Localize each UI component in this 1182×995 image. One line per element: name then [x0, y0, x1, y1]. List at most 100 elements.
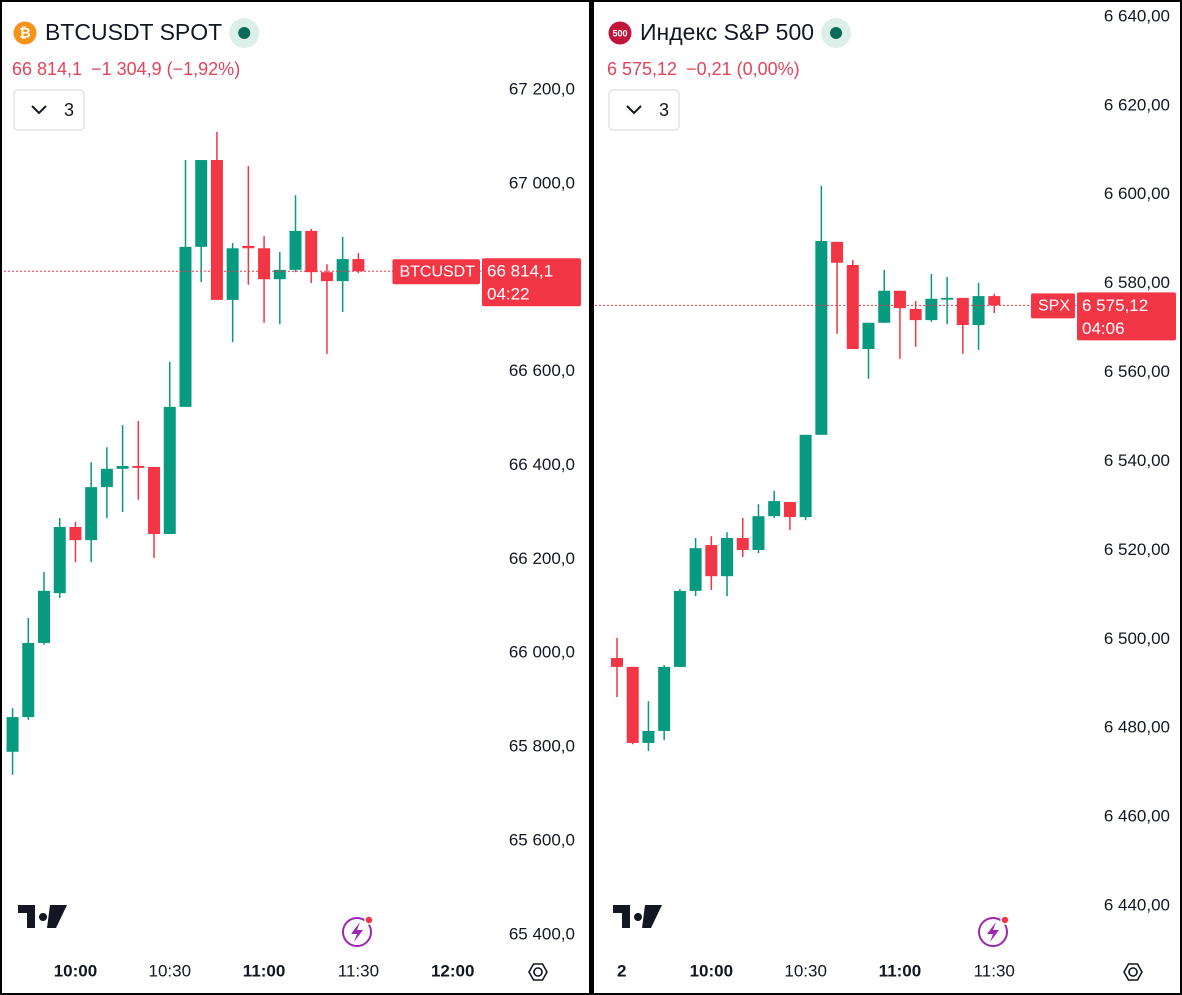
candle-body	[799, 434, 812, 518]
y-tick-label: 6 500,00	[1104, 629, 1170, 648]
candle-body	[242, 245, 255, 249]
candle-body	[258, 248, 271, 280]
candle-body	[768, 501, 781, 517]
status-dot	[238, 27, 251, 39]
interval-value: 3	[64, 100, 74, 120]
candle-body	[925, 298, 938, 321]
y-tick-label: 6 600,00	[1104, 184, 1170, 203]
symbol-icon-text: 500	[612, 28, 627, 38]
y-tick-label: 65 600,0	[509, 830, 575, 849]
candle-body	[941, 297, 954, 300]
tradingview-logo[interactable]	[18, 905, 67, 928]
candle-body	[69, 527, 82, 541]
x-tick-label: 10:00	[690, 961, 733, 980]
candle-body	[783, 501, 796, 518]
x-tick-label: 12:00	[431, 961, 474, 980]
candle-body	[862, 322, 875, 350]
interval-value: 3	[659, 100, 669, 120]
candle-body	[956, 297, 969, 326]
candle-body	[721, 537, 734, 577]
tradingview-logo[interactable]	[613, 905, 662, 928]
chart-panel: 67 200,0 67 000,0 66 600,0 66 400,0 66 200,0…	[0, 18, 581, 981]
candle-body	[336, 259, 349, 282]
y-tick-label: 66 600,0	[509, 361, 575, 380]
candle-body	[988, 296, 1001, 306]
dropdown-chevron	[626, 105, 642, 115]
candle-body	[273, 269, 286, 280]
x-tick-label: 11:30	[974, 961, 1015, 980]
symbol-label-box	[1030, 293, 1075, 319]
candle-body	[320, 272, 333, 282]
y-tick-label: 66 400,0	[509, 455, 575, 474]
candle-body	[148, 466, 161, 535]
price-change: −0,21 (0,00%)	[686, 59, 800, 79]
x-tick-label: 11:00	[243, 961, 286, 980]
candle-body	[38, 590, 51, 643]
y-tick-label: 6 560,00	[1104, 362, 1170, 381]
status-dot	[830, 27, 843, 39]
notification-dot	[364, 915, 374, 925]
panel-divider	[589, 0, 594, 995]
countdown-label: 04:06	[1082, 319, 1125, 338]
candle-body	[53, 527, 66, 594]
y-tick-label: 6 440,00	[1104, 896, 1170, 915]
y-tick-label: 67 000,0	[509, 173, 575, 192]
y-tick-label: 6 540,00	[1104, 451, 1170, 470]
x-tick-label: 10:00	[54, 961, 97, 980]
candle-body	[815, 240, 828, 435]
x-tick-label: 11:00	[879, 961, 922, 980]
candle-body	[85, 487, 98, 541]
candle-body	[611, 658, 624, 667]
candle-body	[909, 308, 922, 321]
candle-body	[22, 642, 35, 718]
candle-body	[132, 466, 145, 468]
y-tick-label: 6 580,00	[1104, 273, 1170, 292]
candle-body	[831, 241, 844, 263]
candle-body	[752, 516, 765, 550]
candle-body	[893, 290, 906, 309]
candle-body	[210, 160, 223, 300]
candle-body	[972, 296, 985, 326]
candle-body	[100, 468, 113, 488]
y-tick-label: 66 000,0	[509, 643, 575, 662]
last-price: 6 575,12	[607, 59, 677, 79]
y-tick-label: 67 200,0	[509, 80, 575, 99]
chart-title: Индекс S&P 500	[640, 19, 814, 45]
symbol-label-text: BTCUSDT	[399, 263, 475, 280]
assistant-icon[interactable]	[342, 917, 372, 947]
candle-body	[179, 246, 192, 407]
notification-dot	[1000, 915, 1010, 925]
price-label-box	[482, 258, 581, 307]
assistant-icon[interactable]	[978, 917, 1008, 947]
y-tick-label: 6 520,00	[1104, 540, 1170, 559]
candle-body	[846, 264, 859, 350]
price-label: 6 575,12	[1082, 296, 1148, 315]
candle-body	[116, 466, 129, 469]
y-tick-label: 65 400,0	[509, 924, 575, 943]
interval-dropdown[interactable]	[13, 89, 85, 131]
candle-body	[626, 666, 639, 743]
settings-icon[interactable]	[1123, 963, 1143, 981]
candle-body	[673, 590, 686, 667]
dropdown-chevron	[31, 105, 47, 115]
symbol-icon-text: ₿	[19, 25, 30, 41]
x-tick-label: 11:30	[338, 961, 379, 980]
candle-body	[195, 160, 208, 247]
y-tick-label: 6 620,00	[1104, 95, 1170, 114]
last-price: 66 814,1	[12, 59, 82, 79]
y-tick-label: 65 800,0	[509, 737, 575, 756]
chart-title: BTCUSDT SPOT	[45, 19, 222, 45]
candle-body	[658, 666, 671, 731]
settings-icon[interactable]	[528, 963, 548, 981]
symbol-icon	[13, 21, 37, 45]
y-tick-label: 6 460,00	[1104, 807, 1170, 826]
price-label: 66 814,1	[487, 262, 553, 281]
price-change: −1 304,9 (−1,92%)	[91, 59, 240, 79]
candle-body	[736, 537, 749, 550]
x-tick-label: 2	[617, 961, 626, 980]
candle-body	[305, 230, 318, 273]
candle-body	[226, 248, 239, 300]
interval-dropdown[interactable]	[608, 89, 680, 131]
y-tick-label: 6 480,00	[1104, 718, 1170, 737]
